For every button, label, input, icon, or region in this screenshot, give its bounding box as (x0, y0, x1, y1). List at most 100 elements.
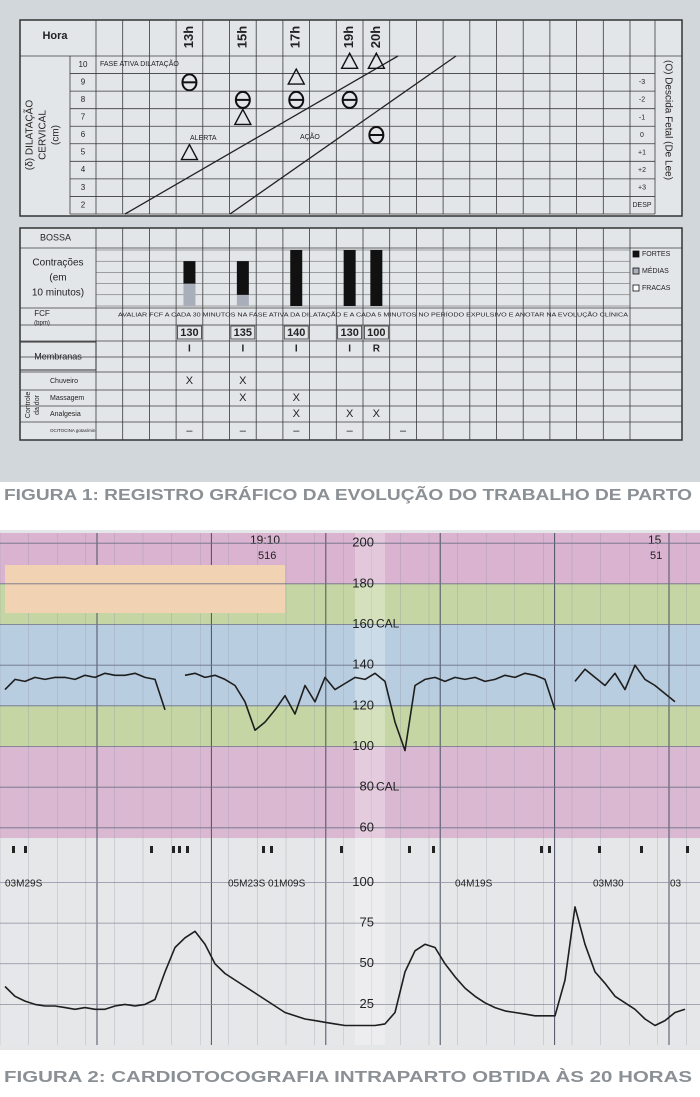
descent-tick-label: +1 (638, 149, 646, 156)
bossa-label: BOSSA (40, 232, 71, 242)
toco-annotation: 05M23S 01M09S (228, 879, 306, 890)
y-tick-label: 10 (79, 60, 88, 69)
fhr-tick-label: 140 (352, 657, 374, 672)
alert-label: ALERTA (190, 135, 217, 142)
descent-tick-label: +2 (638, 167, 646, 174)
fcf-value: 140 (287, 327, 305, 339)
event-mark (548, 846, 551, 853)
toco-trace (4, 906, 686, 1027)
descent-tick-label: 0 (640, 132, 644, 139)
legend-swatch (632, 250, 640, 258)
partograph-upper-frame (19, 19, 683, 217)
fhr-tick-label: 180 (352, 575, 374, 590)
pain-mark: X (239, 392, 247, 404)
membrane-value: R (373, 344, 381, 355)
pain-mark: – (240, 425, 247, 437)
contraction-bar (343, 250, 356, 306)
figure2-caption: FIGURA 2: CARDIOTOCOGRAFIA INTRAPARTO OB… (4, 1067, 692, 1086)
phase-label: FASE ATIVA DILATAÇÃO (100, 59, 179, 68)
event-mark (262, 846, 265, 853)
toco-tick-label: 100 (352, 874, 374, 889)
sticker (5, 565, 285, 613)
contraction-bar (236, 261, 249, 295)
dilatation-mark (234, 90, 251, 109)
event-mark (24, 846, 27, 853)
time-label: 13h (181, 26, 196, 48)
time-label: 17h (288, 26, 303, 48)
legend-label: FRACAS (642, 285, 671, 292)
pain-mark: X (186, 375, 194, 387)
membrane-value: I (295, 344, 298, 355)
light-streak (355, 533, 385, 1045)
contraction-bar (183, 261, 196, 284)
legend-label: FORTES (642, 251, 671, 258)
fhr-tick-label: 60 (360, 819, 374, 834)
dilatation-label: (cm) (51, 125, 62, 145)
descent-triangle (233, 107, 253, 126)
contractions-label: Contrações (32, 258, 83, 269)
y-tick-label: 5 (81, 148, 86, 157)
ctg-header: 15 (648, 533, 662, 547)
pain-mark: – (400, 425, 407, 437)
event-mark (640, 846, 643, 853)
event-mark (540, 846, 543, 853)
event-mark (172, 846, 175, 853)
time-label: 15h (234, 26, 249, 48)
dilatation-mark (368, 126, 385, 144)
action-label: AÇÃO (300, 132, 320, 141)
ctg-header: 51 (650, 550, 662, 562)
membrane-value: I (348, 344, 351, 355)
pain-label: da dor (34, 394, 41, 415)
event-mark (432, 846, 435, 853)
descent-triangle (180, 143, 199, 161)
ctg-header: 516 (258, 550, 276, 562)
figure1-caption: FIGURA 1: REGISTRO GRÁFICO DA EVOLUÇÃO D… (4, 484, 692, 504)
fhr-tick-label: 200 (352, 535, 374, 550)
event-mark (150, 846, 153, 853)
contractions-label: 10 minutos) (32, 288, 84, 299)
time-label: 20h (368, 26, 383, 48)
contraction-bar (370, 250, 383, 306)
pain-row-label: Chuveiro (50, 378, 78, 385)
dilatation-label: (δ) DILATAÇÃO (23, 100, 36, 170)
fhr-tick-label: 120 (352, 697, 374, 712)
descent-triangle (367, 51, 386, 69)
descent-tick-label: -2 (639, 97, 645, 104)
event-mark (408, 846, 411, 853)
calibration-label: CAL (376, 779, 400, 793)
y-tick-label: 7 (81, 113, 86, 122)
calibration-label: CAL (376, 617, 400, 631)
fhr-trace (4, 664, 676, 752)
membranes-box (19, 341, 97, 371)
pain-row-label: Massagem (50, 395, 84, 402)
ctg-header: 19:10 (250, 533, 280, 547)
toco-tick-label: 50 (360, 955, 374, 970)
descent-tick-label: +3 (638, 185, 646, 192)
descent-label: (O) Descida Fetal (De Lee) (662, 60, 673, 180)
contractions-label: (em (49, 273, 66, 284)
dilatation-mark (341, 90, 358, 109)
fcf-value: 130 (340, 327, 358, 339)
legend-swatch (632, 284, 640, 292)
action-line (229, 55, 457, 215)
pain-mark: X (239, 375, 247, 387)
dilatation-mark (288, 90, 305, 109)
toco-annotation: 03M30 (593, 879, 624, 890)
pain-row-label: OCITOCINA gotas/min (50, 428, 96, 433)
contraction-bar (183, 283, 196, 306)
toco-annotation: 03 (670, 879, 682, 890)
fcf-note: AVALIAR FCF A CADA 30 MINUTOS NA FASE AT… (118, 311, 628, 318)
pain-mark: – (293, 425, 300, 437)
event-mark (686, 846, 689, 853)
contraction-bar (236, 294, 249, 306)
toco-annotation: 03M29S (5, 879, 43, 890)
fcf-label: (bpm) (34, 321, 50, 327)
descent-tick-label: -3 (639, 79, 645, 86)
pain-mark: X (373, 408, 381, 420)
descent-tick-label: -1 (639, 114, 645, 121)
toco-paper (0, 840, 700, 1045)
paper-band (0, 705, 700, 747)
fcf-value: 135 (234, 327, 252, 339)
y-tick-label: 4 (81, 165, 86, 174)
